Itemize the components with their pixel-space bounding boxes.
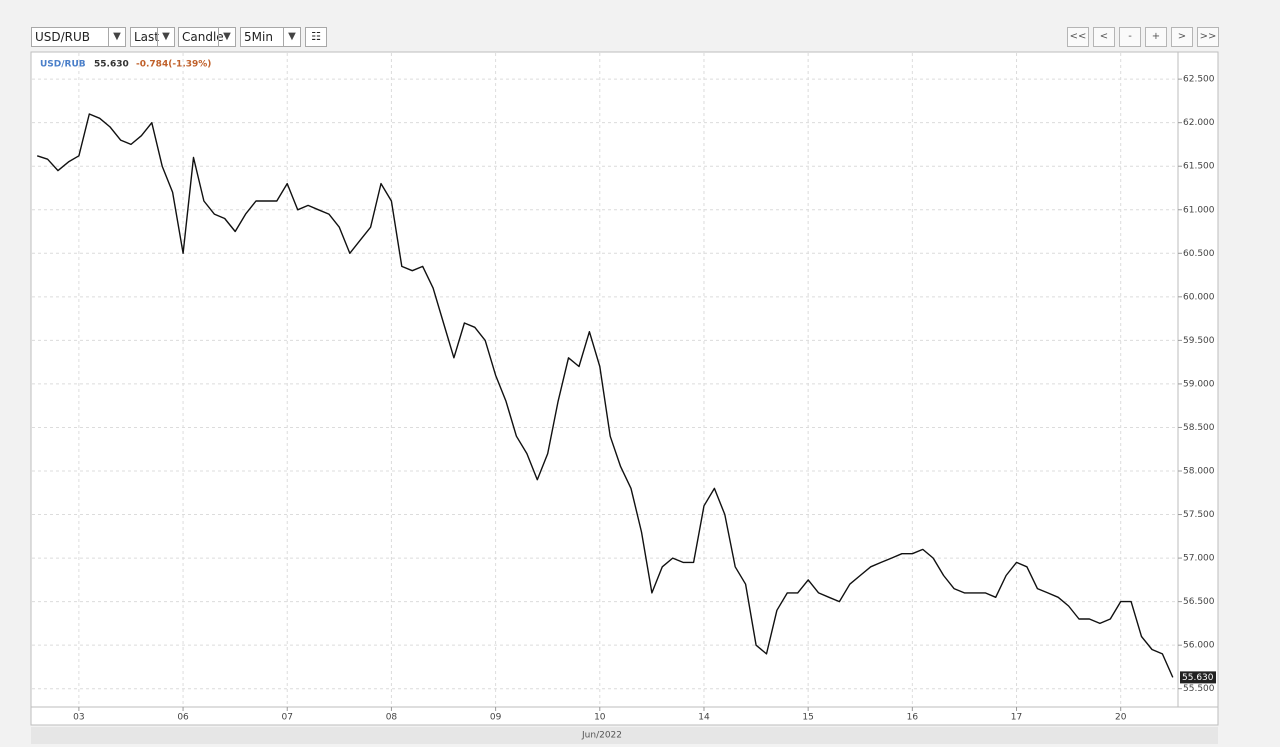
x-tick-label: 15: [802, 713, 813, 723]
x-tick-label: 16: [907, 713, 919, 723]
x-axis-label: Jun/2022: [581, 731, 622, 741]
y-tick-label: 58.000: [1183, 467, 1215, 477]
last-price-box: [1180, 671, 1216, 684]
x-tick-label: 03: [73, 713, 84, 723]
y-tick-label: 60.500: [1183, 249, 1215, 259]
symbol-text: USD/RUB: [35, 30, 91, 44]
chart-frame: [30, 51, 1219, 726]
dropdown-arrow[interactable]: ▼: [218, 28, 235, 46]
interval-select[interactable]: 5Min ▼: [240, 27, 301, 47]
x-tick-label: 10: [594, 713, 606, 723]
nav-button[interactable]: +: [1145, 27, 1167, 47]
last-price-label: 55.630: [1182, 673, 1214, 683]
legend-change: -0.784(-1.39%): [136, 60, 211, 70]
y-tick-label: 56.500: [1183, 597, 1215, 607]
price-field-select[interactable]: Last ▼: [130, 27, 175, 47]
x-tick-label: 08: [386, 713, 398, 723]
dropdown-arrow[interactable]: ▼: [283, 28, 300, 46]
y-tick-label: 58.500: [1183, 423, 1215, 433]
symbol-select[interactable]: USD/RUB ▼: [31, 27, 126, 47]
grid: [32, 53, 1178, 707]
x-axis-strip: [31, 727, 1218, 744]
y-tick-label: 61.000: [1183, 205, 1215, 215]
x-tick-label: 07: [282, 713, 293, 723]
y-tick-label: 57.500: [1183, 510, 1215, 520]
y-tick-label: 59.500: [1183, 336, 1215, 346]
legend-last: 55.630: [94, 60, 129, 70]
y-tick-label: 57.000: [1183, 554, 1215, 564]
price-field-text: Last: [134, 30, 159, 44]
dropdown-arrow[interactable]: ▼: [108, 28, 125, 46]
x-tick-label: 09: [490, 713, 502, 723]
price-line: [36, 113, 1174, 678]
legend-symbol: USD/RUB: [40, 60, 86, 70]
x-tick-label: 06: [177, 713, 189, 723]
nav-button[interactable]: -: [1119, 27, 1141, 47]
y-tick-label: 55.500: [1183, 684, 1215, 694]
x-tick-label: 14: [698, 713, 710, 723]
nav-button[interactable]: >>: [1197, 27, 1219, 47]
interval-text: 5Min: [244, 30, 273, 44]
y-tick-label: 56.000: [1183, 641, 1215, 651]
y-tick-label: 60.000: [1183, 292, 1215, 302]
dropdown-arrow[interactable]: ▼: [157, 28, 174, 46]
y-tick-label: 62.500: [1183, 75, 1215, 85]
y-tick-label: 61.500: [1183, 162, 1215, 172]
nav-button[interactable]: >: [1171, 27, 1193, 47]
x-tick-label: 17: [1011, 713, 1022, 723]
nav-button[interactable]: <: [1093, 27, 1115, 47]
y-tick-label: 62.000: [1183, 118, 1215, 128]
nav-button[interactable]: <<: [1067, 27, 1089, 47]
y-tick-label: 59.000: [1183, 379, 1215, 389]
chart-style-text: Candle: [182, 30, 224, 44]
x-tick-label: 20: [1115, 713, 1127, 723]
settings-button[interactable]: ☷: [305, 27, 327, 47]
chart-style-select[interactable]: Candle ▼: [178, 27, 236, 47]
